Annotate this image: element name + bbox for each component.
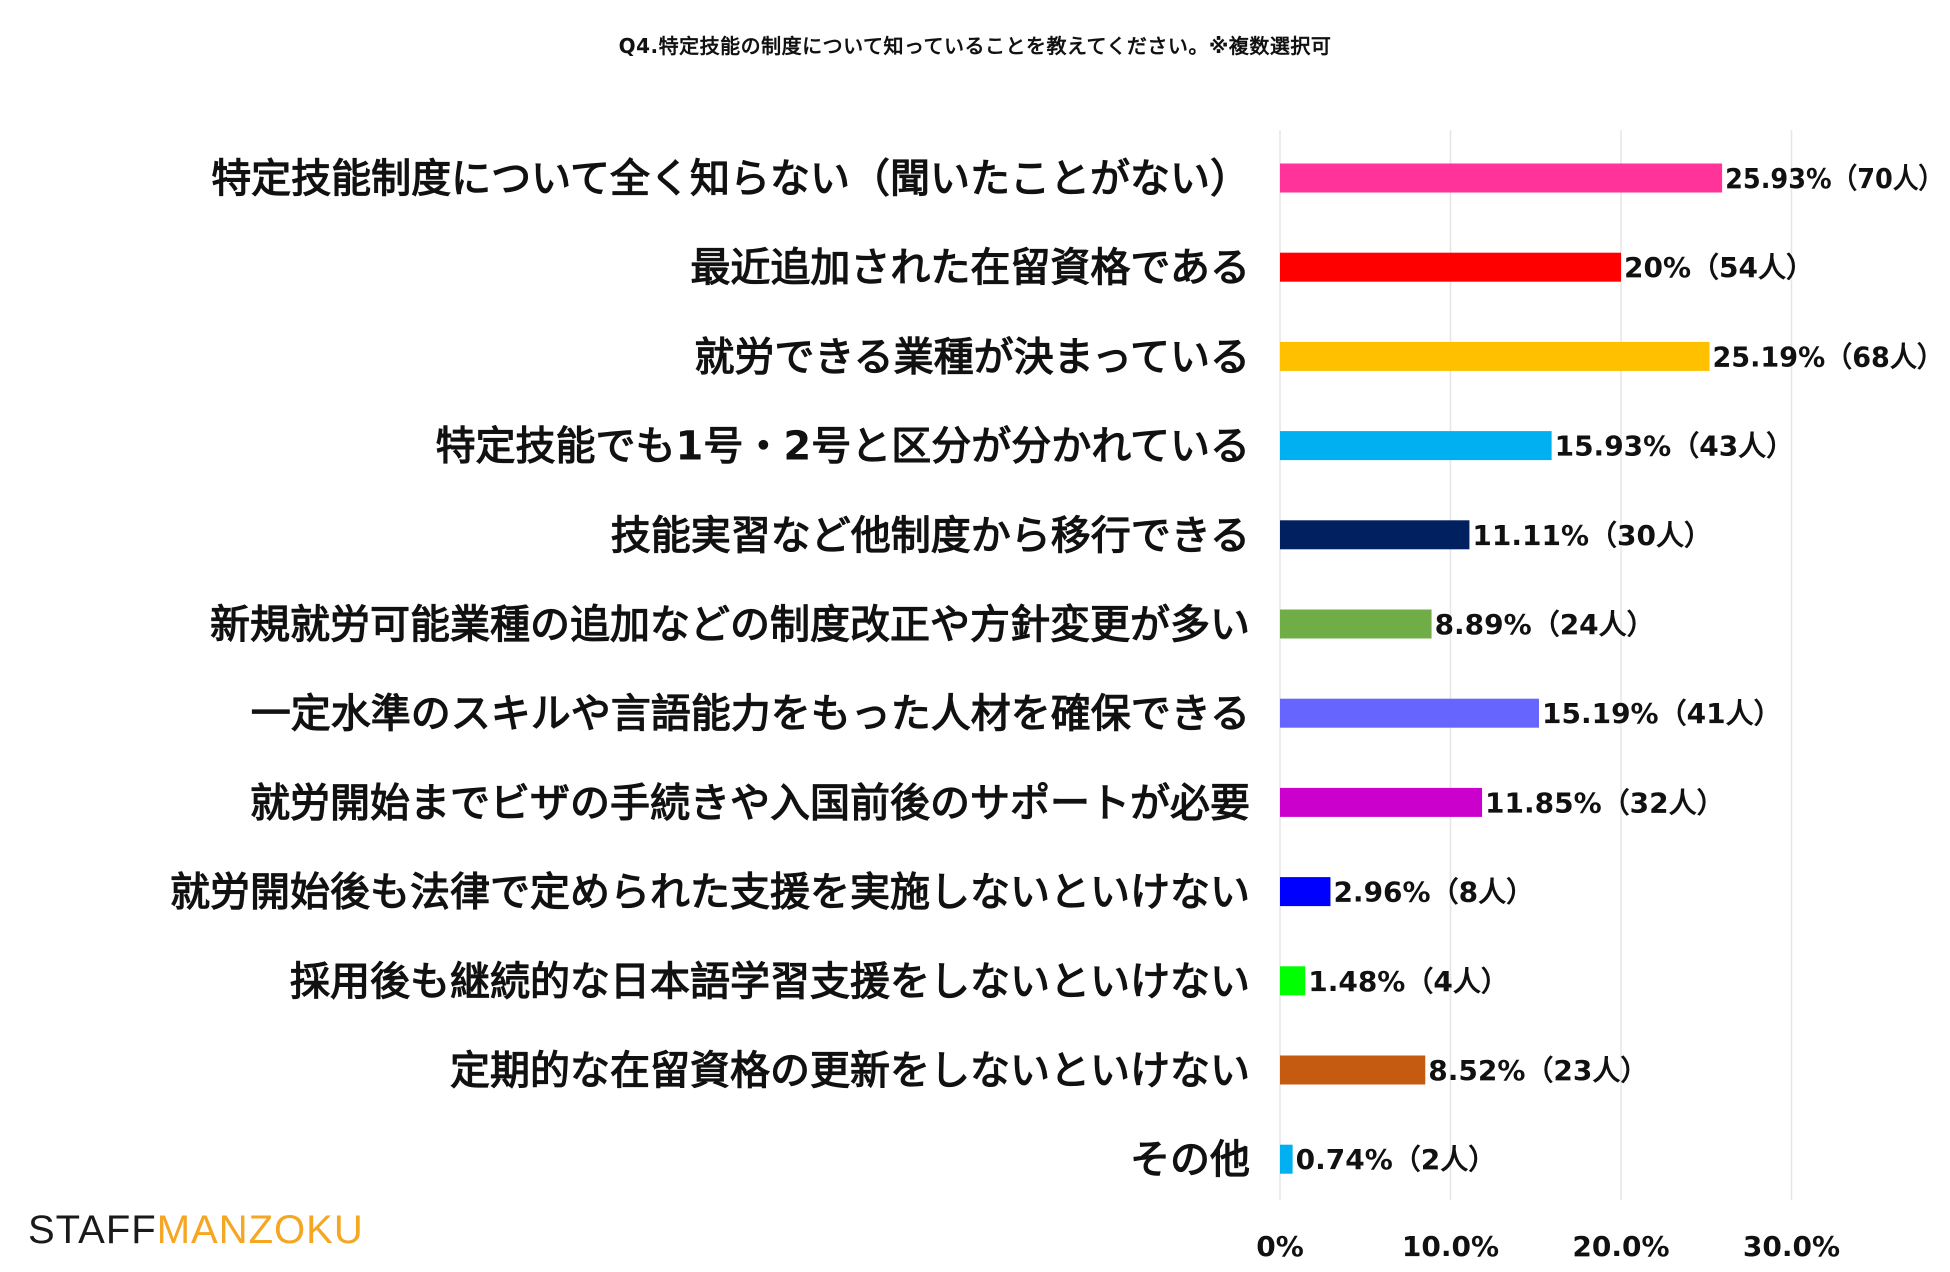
category-label: 定期的な在留資格の更新をしないといけない bbox=[450, 1048, 1250, 1094]
data-label: 25.93%（70人） bbox=[1725, 162, 1944, 195]
bar bbox=[1280, 431, 1552, 461]
data-label: 11.85%（32人） bbox=[1485, 786, 1725, 819]
x-tick-label: 10.0% bbox=[1402, 1230, 1499, 1263]
bar bbox=[1280, 163, 1723, 193]
logo-part-staff: STAFF bbox=[28, 1208, 157, 1252]
category-label: 最近追加された在留資格である bbox=[690, 245, 1250, 291]
bar bbox=[1280, 1144, 1293, 1174]
logo-part-manzoku: MANZOKU bbox=[156, 1208, 364, 1252]
bar bbox=[1280, 698, 1539, 728]
x-tick-label: 30.0% bbox=[1743, 1230, 1840, 1263]
data-label: 15.93%（43人） bbox=[1555, 430, 1795, 463]
category-label: 就労できる業種が決まっている bbox=[694, 334, 1250, 380]
bar bbox=[1280, 341, 1710, 371]
bar bbox=[1280, 787, 1483, 817]
bar bbox=[1280, 609, 1432, 639]
category-label: 新規就労可能業種の追加などの制度改正や方針変更が多い bbox=[210, 602, 1250, 648]
category-label: 就労開始までビザの手続きや入国前後のサポートが必要 bbox=[250, 780, 1250, 826]
category-label: 就労開始後も法律で定められた支援を実施しないといけない bbox=[170, 870, 1250, 916]
category-label: 一定水準のスキルや言語能力をもった人材を確保できる bbox=[251, 691, 1250, 737]
x-tick-label: 0% bbox=[1256, 1230, 1304, 1263]
category-label: その他 bbox=[1130, 1137, 1250, 1183]
category-label: 技能実習など他制度から移行できる bbox=[611, 513, 1250, 559]
data-label: 25.19%（68人） bbox=[1712, 340, 1944, 373]
bar bbox=[1280, 1055, 1426, 1085]
bar bbox=[1280, 520, 1470, 550]
data-label: 2.96%（8人） bbox=[1333, 876, 1534, 909]
bar bbox=[1280, 252, 1621, 282]
bar bbox=[1280, 877, 1331, 907]
bar bbox=[1280, 966, 1306, 996]
category-label: 特定技能でも1号・2号と区分が分かれている bbox=[436, 424, 1250, 470]
data-label: 1.48%（4人） bbox=[1308, 965, 1509, 998]
x-tick-label: 20.0% bbox=[1572, 1230, 1669, 1263]
data-label: 8.52%（23人） bbox=[1428, 1054, 1648, 1087]
data-label: 8.89%（24人） bbox=[1435, 608, 1655, 641]
brand-logo: STAFFMANZOKU bbox=[28, 1208, 364, 1253]
data-label: 11.11%（30人） bbox=[1472, 519, 1712, 552]
data-label: 0.74%（2人） bbox=[1296, 1143, 1497, 1176]
data-label: 20%（54人） bbox=[1624, 251, 1814, 284]
category-label: 特定技能制度について全く知らない（聞いたことがない） bbox=[211, 156, 1250, 202]
category-label: 採用後も継続的な日本語学習支援をしないといけない bbox=[290, 959, 1250, 1005]
chart-title: Q4.特定技能の制度について知っていることを教えてください。※複数選択可 bbox=[618, 34, 1332, 58]
data-label: 15.19%（41人） bbox=[1542, 697, 1782, 730]
